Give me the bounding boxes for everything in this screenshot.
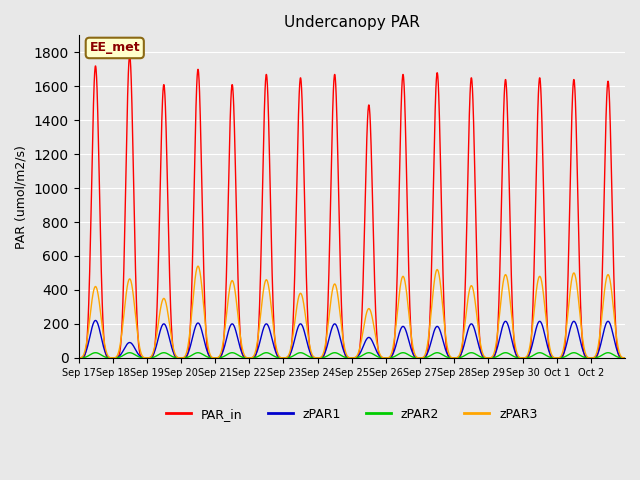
zPAR1 [516,355,524,360]
Line: PAR_in: PAR_in [79,56,625,358]
PAR_in [516,355,524,360]
zPAR1 [75,355,83,360]
PAR_in [125,53,133,59]
zPAR1 [248,355,255,360]
Line: zPAR3: zPAR3 [79,266,625,358]
PAR_in [129,167,137,172]
zPAR3 [194,264,202,269]
zPAR2 [516,355,524,360]
Text: EE_met: EE_met [90,41,140,54]
zPAR2 [547,355,555,360]
PAR_in [614,347,621,352]
zPAR2 [385,355,392,360]
PAR_in [621,355,629,360]
Line: zPAR1: zPAR1 [79,321,625,358]
PAR_in [75,355,83,360]
zPAR1 [614,348,621,354]
zPAR2 [621,355,629,360]
Y-axis label: PAR (umol/m2/s): PAR (umol/m2/s) [15,144,28,249]
zPAR2 [248,355,255,360]
zPAR3 [516,355,524,360]
Legend: PAR_in, zPAR1, zPAR2, zPAR3: PAR_in, zPAR1, zPAR2, zPAR3 [161,403,543,426]
zPAR1 [129,343,137,348]
zPAR3 [547,350,555,356]
zPAR3 [621,355,629,360]
zPAR2 [92,350,99,356]
PAR_in [547,354,555,360]
Title: Undercanopy PAR: Undercanopy PAR [284,15,420,30]
zPAR1 [92,318,99,324]
zPAR3 [129,291,137,297]
zPAR2 [614,354,621,360]
zPAR1 [385,355,392,360]
Line: zPAR2: zPAR2 [79,353,625,358]
PAR_in [385,355,392,360]
zPAR2 [129,351,137,357]
zPAR3 [385,355,392,360]
zPAR3 [614,340,621,346]
zPAR3 [248,355,255,360]
zPAR2 [75,355,83,360]
zPAR1 [621,355,629,360]
zPAR1 [547,353,555,359]
PAR_in [248,355,255,360]
zPAR3 [75,355,83,360]
